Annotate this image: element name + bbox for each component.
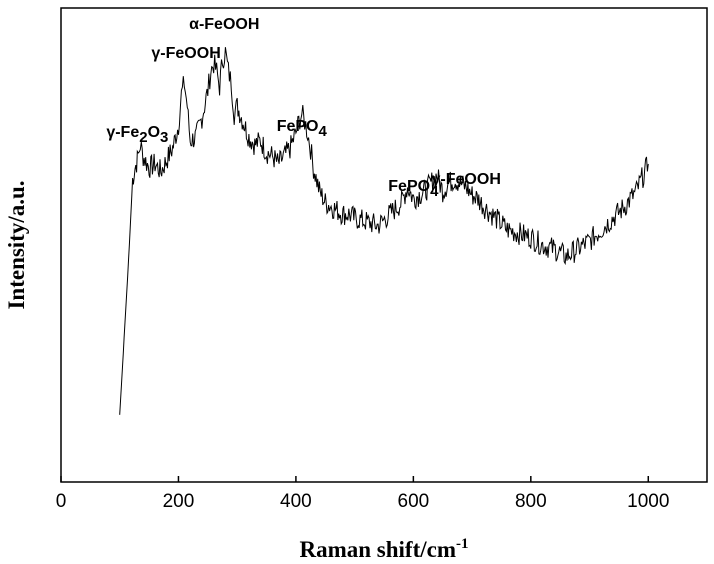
x-tick-label: 600 bbox=[398, 491, 430, 512]
x-axis-title-superscript: -1 bbox=[456, 536, 469, 552]
x-tick-label: 0 bbox=[56, 491, 67, 512]
plot-frame bbox=[60, 7, 708, 483]
x-tick-label: 200 bbox=[163, 491, 195, 512]
x-axis-ticks bbox=[60, 476, 650, 482]
peak-label: α-FeOOH bbox=[189, 16, 259, 33]
x-axis-title: Raman shift/cm-1 bbox=[299, 536, 468, 562]
peak-label: γ-Fe2O3 bbox=[106, 124, 168, 146]
peak-label: γ-FeOOH bbox=[432, 171, 501, 188]
x-tick-label: 400 bbox=[280, 491, 312, 512]
peak-label: FePO4 bbox=[277, 118, 328, 140]
x-axis-title-main: Raman shift/cm bbox=[299, 537, 456, 562]
x-tick-label: 1000 bbox=[627, 491, 669, 512]
x-axis-tick-labels: 0 200 400 600 800 1000 bbox=[56, 491, 670, 512]
y-axis-title: Intensity/a.u. bbox=[4, 180, 29, 309]
spectrum-line bbox=[119, 47, 649, 415]
peak-label: FePO4 bbox=[388, 178, 439, 200]
x-tick-label: 800 bbox=[515, 491, 547, 512]
peak-label: γ-FeOOH bbox=[151, 45, 220, 62]
